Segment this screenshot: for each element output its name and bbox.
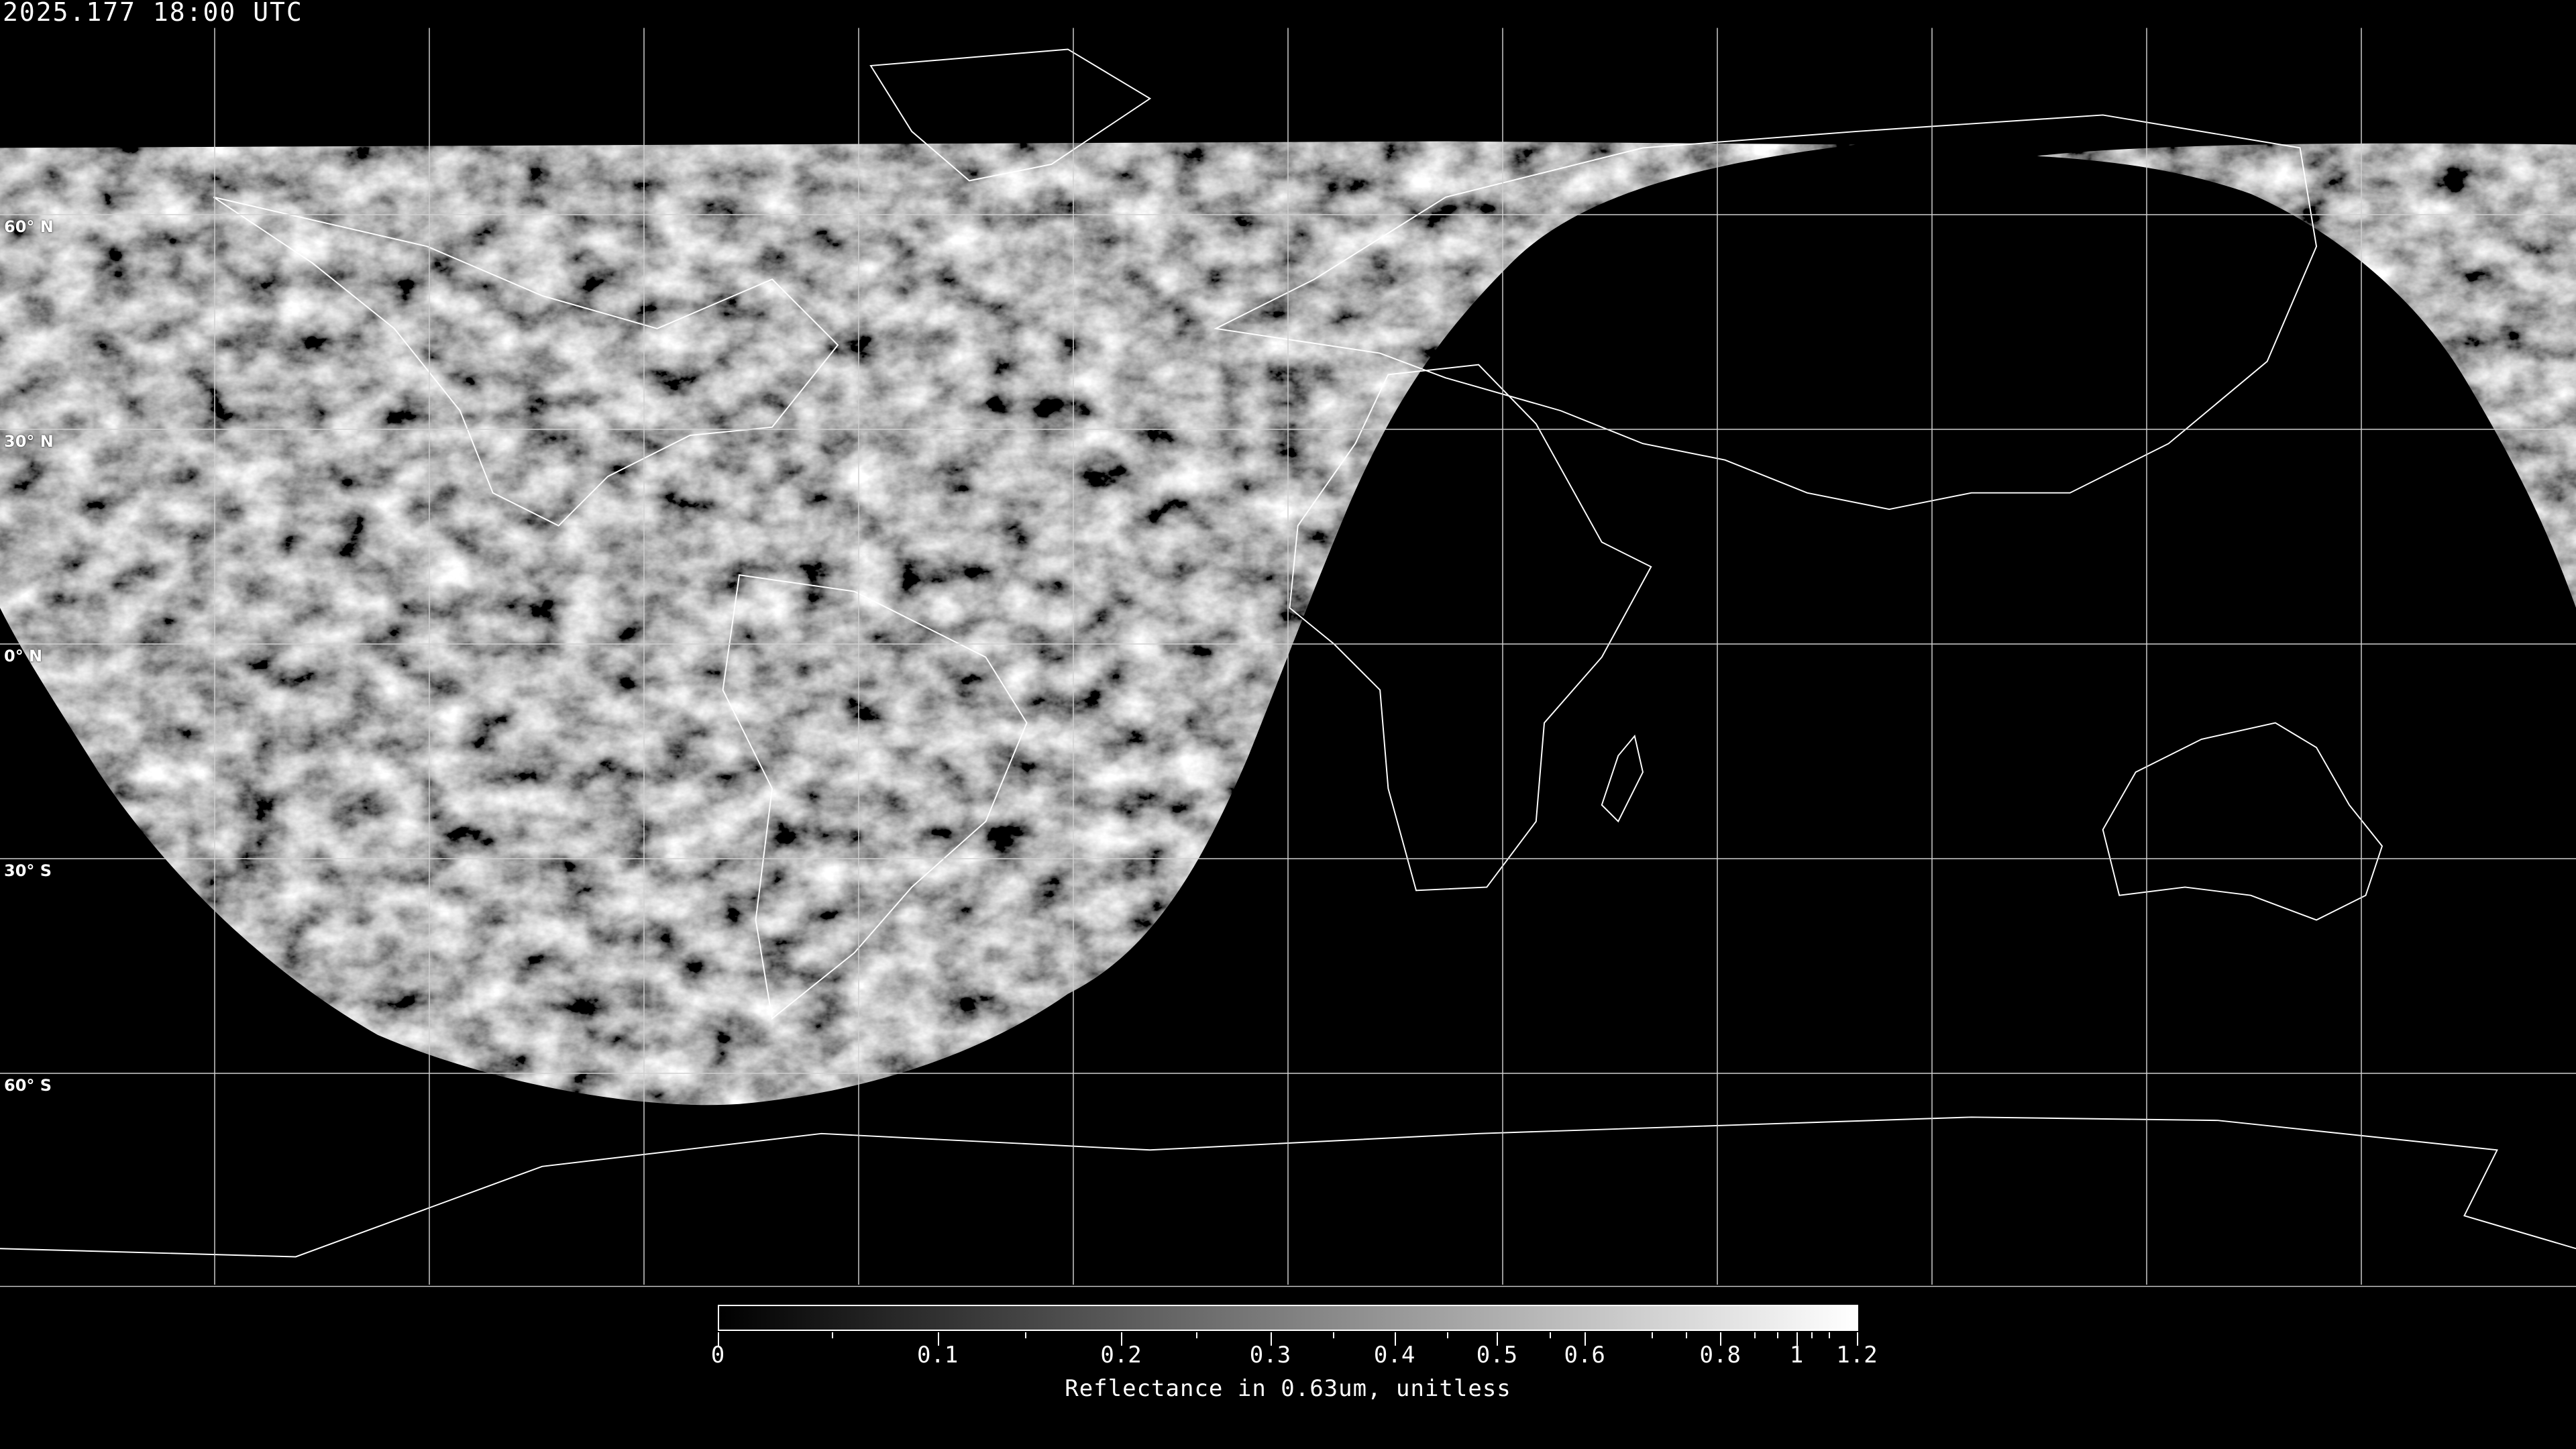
colorbar-minor-tick — [831, 1332, 833, 1338]
colorbar-tick-label: 1.2 — [1836, 1342, 1878, 1368]
coastline-madagascar — [1601, 734, 1644, 823]
coastline-south-america — [722, 574, 1028, 1020]
colorbar-tick-label: 0.4 — [1373, 1342, 1415, 1368]
colorbar-minor-tick — [1686, 1332, 1688, 1338]
colorbar-tick-label: 0.5 — [1476, 1342, 1518, 1368]
coastline-greenland — [869, 48, 1152, 182]
colorbar-minor-tick — [1549, 1332, 1551, 1338]
colorbar-tick-label: 0.8 — [1699, 1342, 1741, 1368]
colorbar-major-tick — [1796, 1332, 1798, 1346]
colorbar-tick-label: 0 — [710, 1342, 725, 1368]
colorbar-minor-tick — [1777, 1332, 1779, 1338]
colorbar-minor-tick — [1754, 1332, 1756, 1338]
colorbar-minor-tick — [1828, 1332, 1830, 1338]
colorbar-minor-tick — [1332, 1332, 1334, 1338]
colorbar-major-tick — [1394, 1332, 1396, 1346]
colorbar-tick-label: 0.3 — [1249, 1342, 1291, 1368]
colorbar-major-tick — [1121, 1332, 1123, 1346]
lat-label-60n: 60° N — [4, 217, 54, 236]
lat-label-0: 0° N — [4, 647, 43, 665]
colorbar-tick-label: 0.1 — [916, 1342, 959, 1368]
colorbar-major-tick — [718, 1332, 719, 1346]
colorbar-major-tick — [1720, 1332, 1722, 1346]
colorbar-title: Reflectance in 0.63um, unitless — [1065, 1375, 1511, 1402]
graticule — [0, 28, 2576, 1287]
colorbar-tick-label: 0.2 — [1100, 1342, 1142, 1368]
coastline-australia — [2102, 722, 2383, 921]
colorbar-minor-tick — [1446, 1332, 1448, 1338]
colorbar-major-tick — [1857, 1332, 1858, 1346]
timestamp-label: 2025.177 18:00 UTC — [3, 0, 303, 27]
coastline-north-america — [213, 196, 839, 527]
colorbar-ticks — [718, 1332, 1858, 1346]
colorbar-tick-label: 0.6 — [1564, 1342, 1605, 1368]
lat-label-60s: 60° S — [4, 1076, 52, 1095]
coastline-africa — [1289, 364, 1652, 892]
colorbar-major-tick — [1497, 1332, 1499, 1346]
colorbar-minor-tick — [1652, 1332, 1654, 1338]
daylit-imagery — [0, 141, 2576, 1106]
colorbar-major-tick — [1270, 1332, 1272, 1346]
colorbar — [718, 1305, 1858, 1331]
lat-label-30n: 30° N — [4, 432, 54, 451]
colorbar-tick-label: 1 — [1789, 1342, 1804, 1368]
coastline-eurasia — [1214, 114, 2318, 511]
coastline-antarctica — [0, 1116, 2576, 1258]
colorbar-major-tick — [937, 1332, 939, 1346]
colorbar-minor-tick — [1811, 1332, 1813, 1338]
colorbar-minor-tick — [1196, 1332, 1198, 1338]
colorbar-minor-tick — [1025, 1332, 1027, 1338]
lat-label-30s: 30° S — [4, 861, 52, 880]
coastlines — [0, 48, 2576, 1258]
colorbar-major-tick — [1585, 1332, 1587, 1346]
daylit-region-west — [0, 141, 1857, 1106]
daylit-region-east — [2037, 143, 2576, 608]
